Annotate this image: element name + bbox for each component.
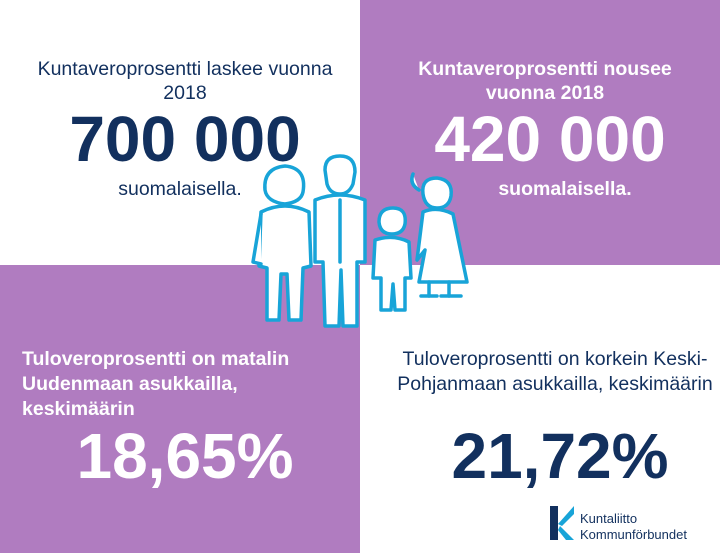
lowest-rate-heading: Tuloveroprosentti on matalin Uudenmaan a…: [22, 348, 290, 420]
family-icon: [251, 154, 469, 328]
increase-heading: Kuntaveroprosentti nousee vuonna 2018: [418, 58, 672, 104]
highest-rate-value: 21,72%: [451, 420, 669, 492]
decrease-subtext: suomalaisella.: [118, 178, 242, 200]
highest-rate-heading: Tuloveroprosentti on korkein Keski-Pohja…: [397, 348, 713, 395]
logo-text-line2: Kommunförbundet: [580, 527, 687, 542]
logo-text-line1: Kuntaliitto: [580, 511, 638, 526]
decrease-heading: Kuntaveroprosentti laskee vuonna 2018: [37, 58, 333, 104]
lowest-rate-value: 18,65%: [76, 420, 294, 492]
decrease-count: 700 000: [69, 103, 301, 175]
kuntaliitto-logo-icon: [550, 506, 574, 540]
bottom-right-panel: [360, 265, 720, 553]
kuntaliitto-logo[interactable]: Kuntaliitto Kommunförbundet: [548, 502, 716, 546]
increase-count: 420 000: [434, 103, 666, 175]
increase-subtext: suomalaisella.: [498, 178, 632, 200]
top-right-panel: [360, 0, 720, 265]
